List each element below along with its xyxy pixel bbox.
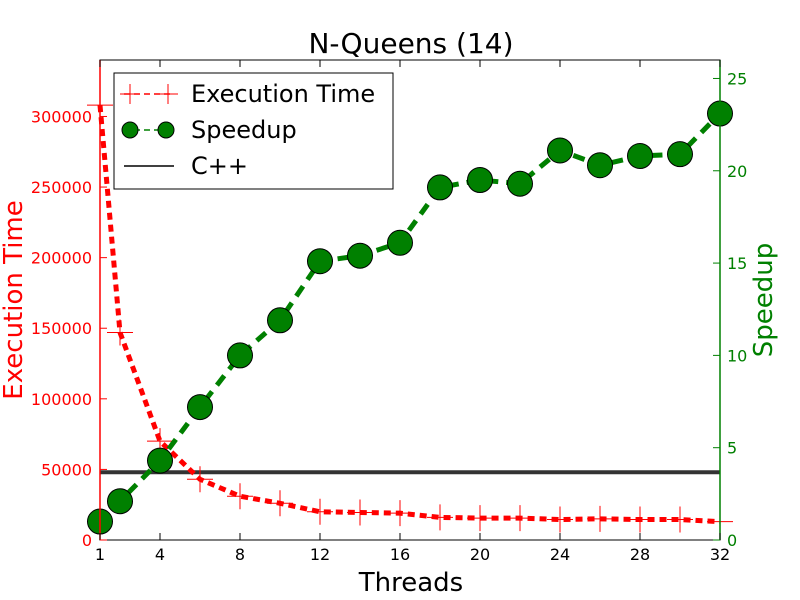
execution-time-point xyxy=(107,319,133,346)
x-tick-label: 20 xyxy=(470,545,490,564)
execution-time-point xyxy=(427,504,453,531)
speedup-point xyxy=(267,307,293,334)
x-tick-label: 1 xyxy=(95,545,105,564)
right-y-tick-label: 5 xyxy=(727,439,737,458)
x-tick-label: 32 xyxy=(710,545,730,564)
right-y-tick-label: 25 xyxy=(727,69,747,88)
right-y-tick-label: 20 xyxy=(727,162,747,181)
legend-markers xyxy=(120,84,178,167)
speedup-point xyxy=(307,248,333,275)
execution-time-point xyxy=(387,500,413,527)
legend-marker-speedup-point xyxy=(121,121,139,139)
left-y-tick-label: 100000 xyxy=(31,390,92,409)
speedup-point xyxy=(347,242,373,269)
speedup-point xyxy=(387,229,413,256)
execution-time-point xyxy=(507,505,533,532)
speedup-point xyxy=(227,342,253,369)
speedup-point xyxy=(427,174,453,201)
legend-label-cpp: C++ xyxy=(191,152,248,180)
legend-marker-speedup-point xyxy=(157,121,175,139)
x-tick-label: 4 xyxy=(155,545,165,564)
legend-marker-execution-time-point xyxy=(120,84,140,104)
execution-time-point xyxy=(227,483,253,510)
legend-marker-execution-time-point xyxy=(158,84,178,104)
speedup-point xyxy=(587,152,613,179)
x-tick-label: 12 xyxy=(310,545,330,564)
execution-time-point xyxy=(307,498,333,525)
execution-time-point xyxy=(467,505,493,532)
left-y-tick-label: 200000 xyxy=(31,249,92,268)
speedup-point xyxy=(107,488,133,515)
x-tick-label: 28 xyxy=(630,545,650,564)
right-axis-label: Speedup xyxy=(749,243,779,358)
left-y-tick-label: 250000 xyxy=(31,178,92,197)
execution-time-point xyxy=(267,490,293,517)
left-y-tick-label: 0 xyxy=(82,531,92,550)
legend: Execution Time Speedup C++ xyxy=(113,72,394,190)
speedup-point xyxy=(627,143,653,169)
execution-time-point xyxy=(547,506,573,533)
right-y-tick-label: 15 xyxy=(727,254,747,273)
legend-label-execution-time: Execution Time xyxy=(191,80,375,108)
axes: 1 4 8 12 16 20 24 28 320500001000001500002000002… xyxy=(31,60,747,564)
x-tick-label: 8 xyxy=(235,545,245,564)
speedup-point xyxy=(667,141,693,168)
plot-area xyxy=(87,92,733,535)
left-y-tick-label: 50000 xyxy=(41,460,92,479)
legend-label-speedup: Speedup xyxy=(191,116,297,144)
right-y-tick-label: 10 xyxy=(727,346,747,365)
execution-time-point xyxy=(587,505,613,532)
left-axis-label: Execution Time xyxy=(0,200,29,399)
speedup-point xyxy=(467,167,493,193)
execution-time-point xyxy=(667,506,693,533)
execution-time-point xyxy=(627,506,653,533)
execution-time-point xyxy=(347,499,373,526)
speedup-point xyxy=(547,137,573,164)
left-y-tick-label: 150000 xyxy=(31,319,92,338)
left-y-tick-label: 300000 xyxy=(31,107,92,126)
right-y-tick-label: 0 xyxy=(727,531,737,550)
execution-time-point xyxy=(187,466,213,493)
x-tick-label: 24 xyxy=(550,545,570,564)
x-axis-label: Threads xyxy=(358,568,463,598)
speedup-point xyxy=(507,170,533,197)
speedup-point xyxy=(147,447,173,474)
speedup-point xyxy=(187,394,213,421)
x-tick-label: 16 xyxy=(390,545,410,564)
chart-title: N-Queens (14) xyxy=(308,27,513,60)
